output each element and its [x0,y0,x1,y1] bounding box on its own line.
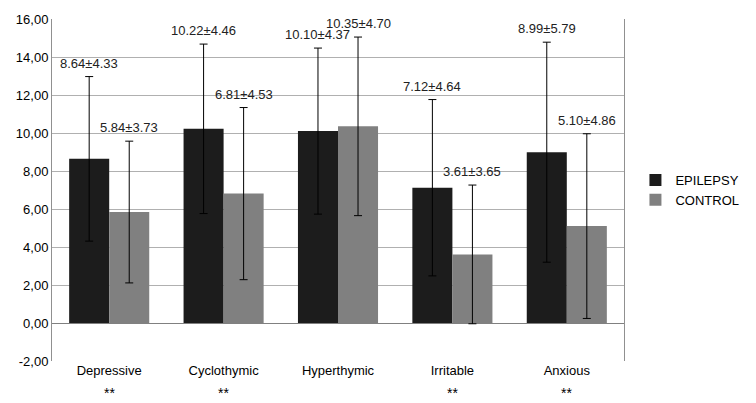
svg-text:Hyperthymic: Hyperthymic [302,363,375,378]
svg-text:7.12±4.64: 7.12±4.64 [403,79,461,94]
svg-text:CONTROL: CONTROL [675,193,739,208]
svg-text:10.10±4.37: 10.10±4.37 [285,27,350,42]
svg-text:2,00: 2,00 [23,278,48,293]
svg-text:10.22±4.46: 10.22±4.46 [171,23,236,38]
svg-text:6,00: 6,00 [23,202,48,217]
svg-text:Irritable: Irritable [431,363,474,378]
svg-text:16,00: 16,00 [16,12,49,27]
svg-text:**: ** [561,385,572,401]
svg-text:8.99±5.79: 8.99±5.79 [518,21,576,36]
svg-text:14,00: 14,00 [16,50,49,65]
svg-text:5.10±4.86: 5.10±4.86 [558,113,616,128]
svg-text:6.81±4.53: 6.81±4.53 [215,87,273,102]
svg-text:4,00: 4,00 [23,240,48,255]
svg-text:Depressive: Depressive [77,363,142,378]
svg-text:3.61±3.65: 3.61±3.65 [443,164,501,179]
svg-text:0,00: 0,00 [23,316,48,331]
svg-text:8,00: 8,00 [23,164,48,179]
svg-text:8.64±4.33: 8.64±4.33 [60,56,118,71]
svg-text:Anxious: Anxious [544,363,591,378]
svg-text:10,00: 10,00 [16,126,49,141]
svg-text:5.84±3.73: 5.84±3.73 [100,120,158,135]
svg-text:**: ** [104,385,115,401]
svg-text:**: ** [447,385,458,401]
svg-text:EPILEPSY: EPILEPSY [675,173,738,188]
svg-text:12,00: 12,00 [16,88,49,103]
svg-text:**: ** [218,385,229,401]
svg-text:Cyclothymic: Cyclothymic [189,363,260,378]
svg-text:-2,00: -2,00 [19,354,49,369]
svg-text:10.35±4.70: 10.35±4.70 [326,16,391,31]
